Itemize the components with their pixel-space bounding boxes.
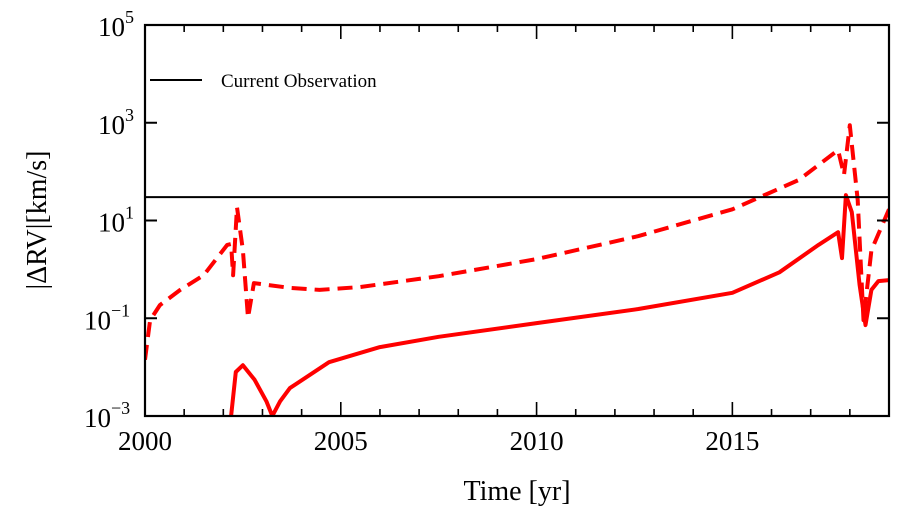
x-tick-label: 2005 bbox=[314, 426, 368, 456]
y-tick-label-base: 10 bbox=[98, 208, 125, 238]
series-layer bbox=[145, 125, 889, 416]
x-tick-label: 2015 bbox=[705, 426, 759, 456]
y-tick-label-exponent: 1 bbox=[125, 203, 134, 223]
y-tick-label-exponent: 5 bbox=[125, 7, 134, 27]
y-tick-label-base: 10 bbox=[98, 110, 125, 140]
y-tick-label-exponent: −1 bbox=[111, 300, 130, 320]
x-tick-label: 2010 bbox=[510, 426, 564, 456]
y-tick-label-exponent: −3 bbox=[111, 398, 130, 418]
y-tick-label-base: 10 bbox=[98, 12, 125, 42]
x-tick-label: 2000 bbox=[118, 426, 172, 456]
legend-label-current-observation: Current Observation bbox=[221, 71, 377, 92]
y-tick-label-exponent: 3 bbox=[125, 105, 134, 125]
y-tick-label-base: 10 bbox=[84, 403, 111, 433]
y-axis-title: |ΔRV|[km/s] bbox=[22, 151, 53, 290]
series-line-solid bbox=[231, 195, 889, 416]
y-tick-label-base: 10 bbox=[84, 305, 111, 335]
x-axis-title: Time [yr] bbox=[463, 476, 570, 507]
legend: Current Observation bbox=[150, 71, 377, 92]
